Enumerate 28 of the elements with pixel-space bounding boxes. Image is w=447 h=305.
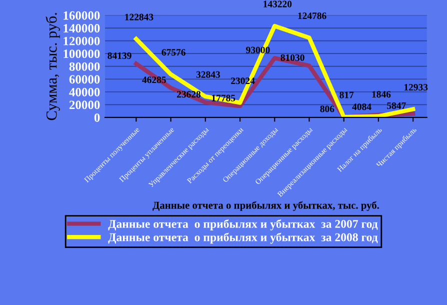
data-label: 32843 xyxy=(196,71,220,78)
data-label: 4084 xyxy=(352,104,372,110)
data-label: 143220 xyxy=(264,0,292,8)
y-tick-label: 20000 xyxy=(69,100,100,110)
y-tick-label: 60000 xyxy=(69,75,100,84)
data-label: 817 xyxy=(340,92,354,98)
y-tick-label: 160000 xyxy=(64,11,100,20)
data-label: 84139 xyxy=(108,52,132,59)
y-tick-label: 120000 xyxy=(64,36,100,46)
legend-label: Данные отчета о прибылях и убытках за 2007 год xyxy=(108,219,378,230)
y-tick-label: 40000 xyxy=(69,88,100,96)
data-label: 1846 xyxy=(372,91,391,98)
data-label: 46285 xyxy=(142,76,166,84)
data-label: 81030 xyxy=(280,54,304,61)
data-label: 122843 xyxy=(125,14,154,20)
data-label: 67576 xyxy=(162,49,186,56)
data-label: 12933 xyxy=(404,84,428,91)
data-label: 5847 xyxy=(387,102,406,109)
legend-label: Данные отчета о прибылях и убытках за 2008 год xyxy=(108,232,378,244)
y-tick-label: 0 xyxy=(94,113,100,122)
y-tick-label: 80000 xyxy=(69,62,100,71)
data-label: 23628 xyxy=(176,91,201,98)
y-tick-label: 100000 xyxy=(64,50,100,58)
x-axis-title: Данные отчета о прибылях и убытках, тыс. руб. xyxy=(152,201,379,211)
data-label: 806 xyxy=(320,106,334,112)
y-axis-title: Сумма, тыс. руб. xyxy=(46,12,60,120)
y-tick-label: 140000 xyxy=(64,24,100,32)
data-label: 124786 xyxy=(298,12,326,20)
